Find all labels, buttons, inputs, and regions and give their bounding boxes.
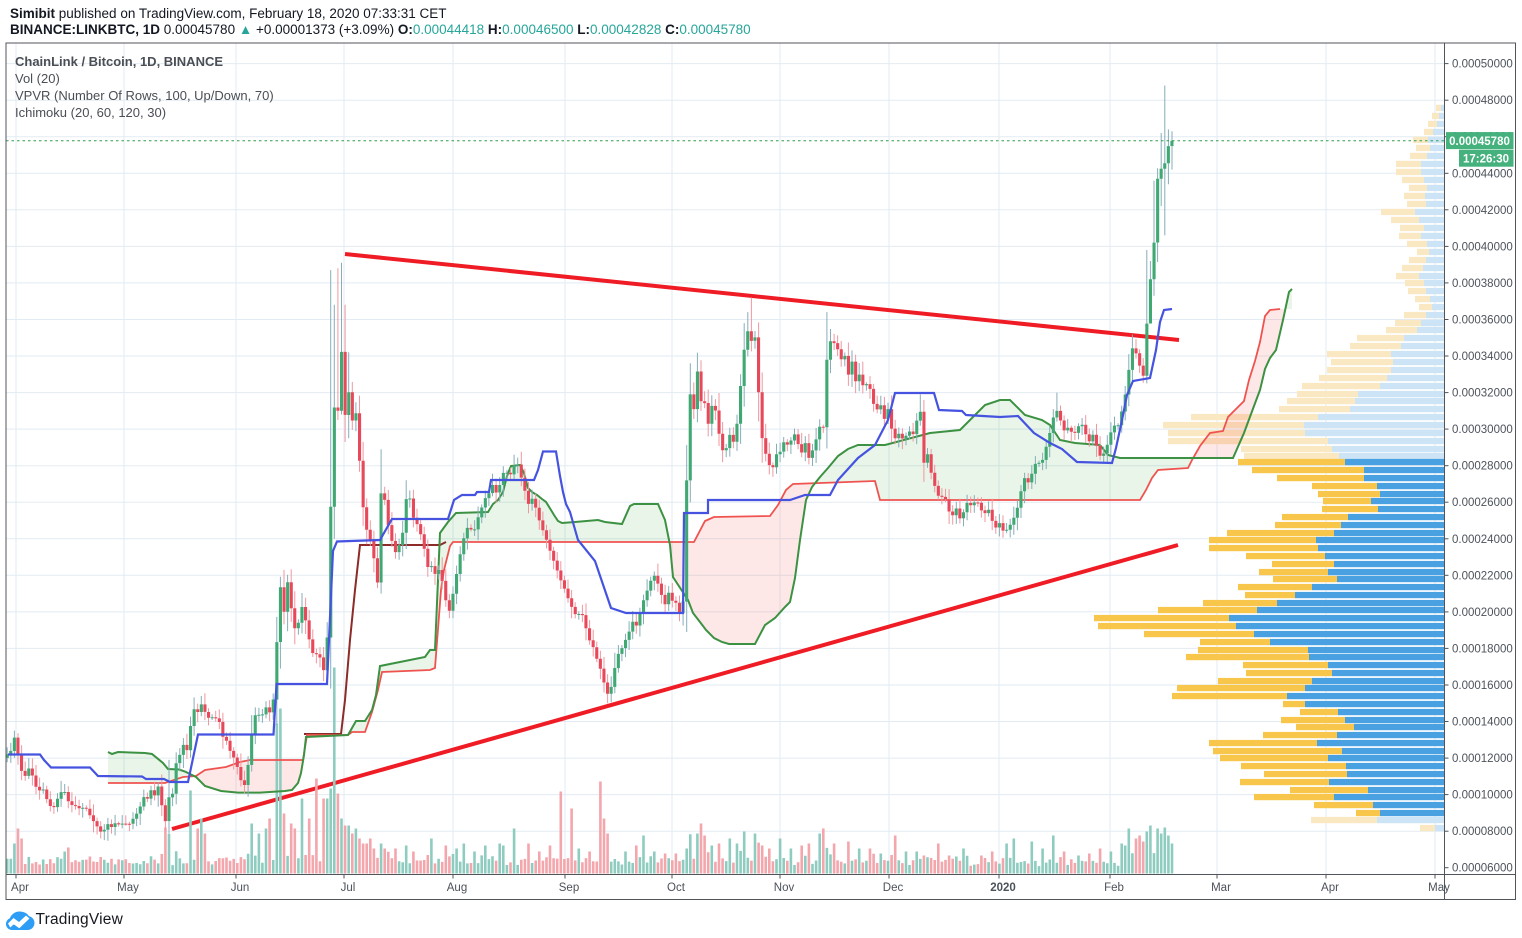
svg-text:0.00012000: 0.00012000 [1452, 753, 1513, 765]
svg-text:0.00038000: 0.00038000 [1452, 278, 1513, 290]
svg-text:0.00028000: 0.00028000 [1452, 461, 1513, 473]
svg-text:Aug: Aug [447, 882, 467, 894]
svg-text:0.00036000: 0.00036000 [1452, 315, 1513, 327]
svg-text:Apr: Apr [11, 882, 29, 894]
svg-text:0.00050000: 0.00050000 [1452, 59, 1513, 71]
svg-text:0.00032000: 0.00032000 [1452, 388, 1513, 400]
svg-text:0.00018000: 0.00018000 [1452, 643, 1513, 655]
svg-text:0.00030000: 0.00030000 [1452, 424, 1513, 436]
svg-text:Dec: Dec [883, 882, 904, 894]
svg-text:Simibit published on TradingVi: Simibit published on TradingView.com, Fe… [10, 6, 447, 21]
svg-text:Ichimoku (20, 60, 120, 30): Ichimoku (20, 60, 120, 30) [15, 105, 166, 120]
svg-text:ChainLink / Bitcoin, 1D, BINAN: ChainLink / Bitcoin, 1D, BINANCE [15, 54, 223, 69]
svg-text:0.00044000: 0.00044000 [1452, 168, 1513, 180]
svg-text:May: May [1428, 882, 1450, 894]
svg-text:0.00034000: 0.00034000 [1452, 351, 1513, 363]
svg-text:17:26:30: 17:26:30 [1463, 153, 1509, 165]
svg-text:Jun: Jun [231, 882, 250, 894]
svg-text:0.00016000: 0.00016000 [1452, 680, 1513, 692]
svg-text:0.00020000: 0.00020000 [1452, 607, 1513, 619]
svg-text:0.00048000: 0.00048000 [1452, 95, 1513, 107]
svg-text:0.00014000: 0.00014000 [1452, 717, 1513, 729]
svg-text:0.00024000: 0.00024000 [1452, 534, 1513, 546]
svg-text:0.00040000: 0.00040000 [1452, 241, 1513, 253]
svg-text:Jul: Jul [341, 882, 356, 894]
svg-text:Sep: Sep [559, 882, 579, 894]
svg-text:0.00042000: 0.00042000 [1452, 205, 1513, 217]
svg-text:Mar: Mar [1211, 882, 1231, 894]
svg-text:Nov: Nov [774, 882, 795, 894]
svg-text:0.00026000: 0.00026000 [1452, 497, 1513, 509]
svg-text:0.00022000: 0.00022000 [1452, 570, 1513, 582]
svg-text:0.00010000: 0.00010000 [1452, 790, 1513, 802]
svg-text:BINANCE:LINKBTC, 1D 0.0004578: BINANCE:LINKBTC, 1D 0.00045780 ▲ +0.0000… [10, 22, 751, 37]
svg-text:Oct: Oct [667, 882, 686, 894]
svg-text:2020: 2020 [990, 882, 1016, 894]
svg-text:Feb: Feb [1104, 882, 1124, 894]
svg-text:Vol (20): Vol (20) [15, 71, 60, 86]
svg-text:0.00006000: 0.00006000 [1452, 863, 1513, 875]
svg-text:Apr: Apr [1321, 882, 1339, 894]
svg-text:0.00045780: 0.00045780 [1449, 136, 1510, 148]
svg-text:VPVR (Number Of Rows, 100, Up/: VPVR (Number Of Rows, 100, Up/Down, 70) [15, 88, 274, 103]
svg-text:May: May [117, 882, 139, 894]
svg-text:0.00008000: 0.00008000 [1452, 826, 1513, 838]
svg-text:TradingView: TradingView [36, 911, 124, 928]
